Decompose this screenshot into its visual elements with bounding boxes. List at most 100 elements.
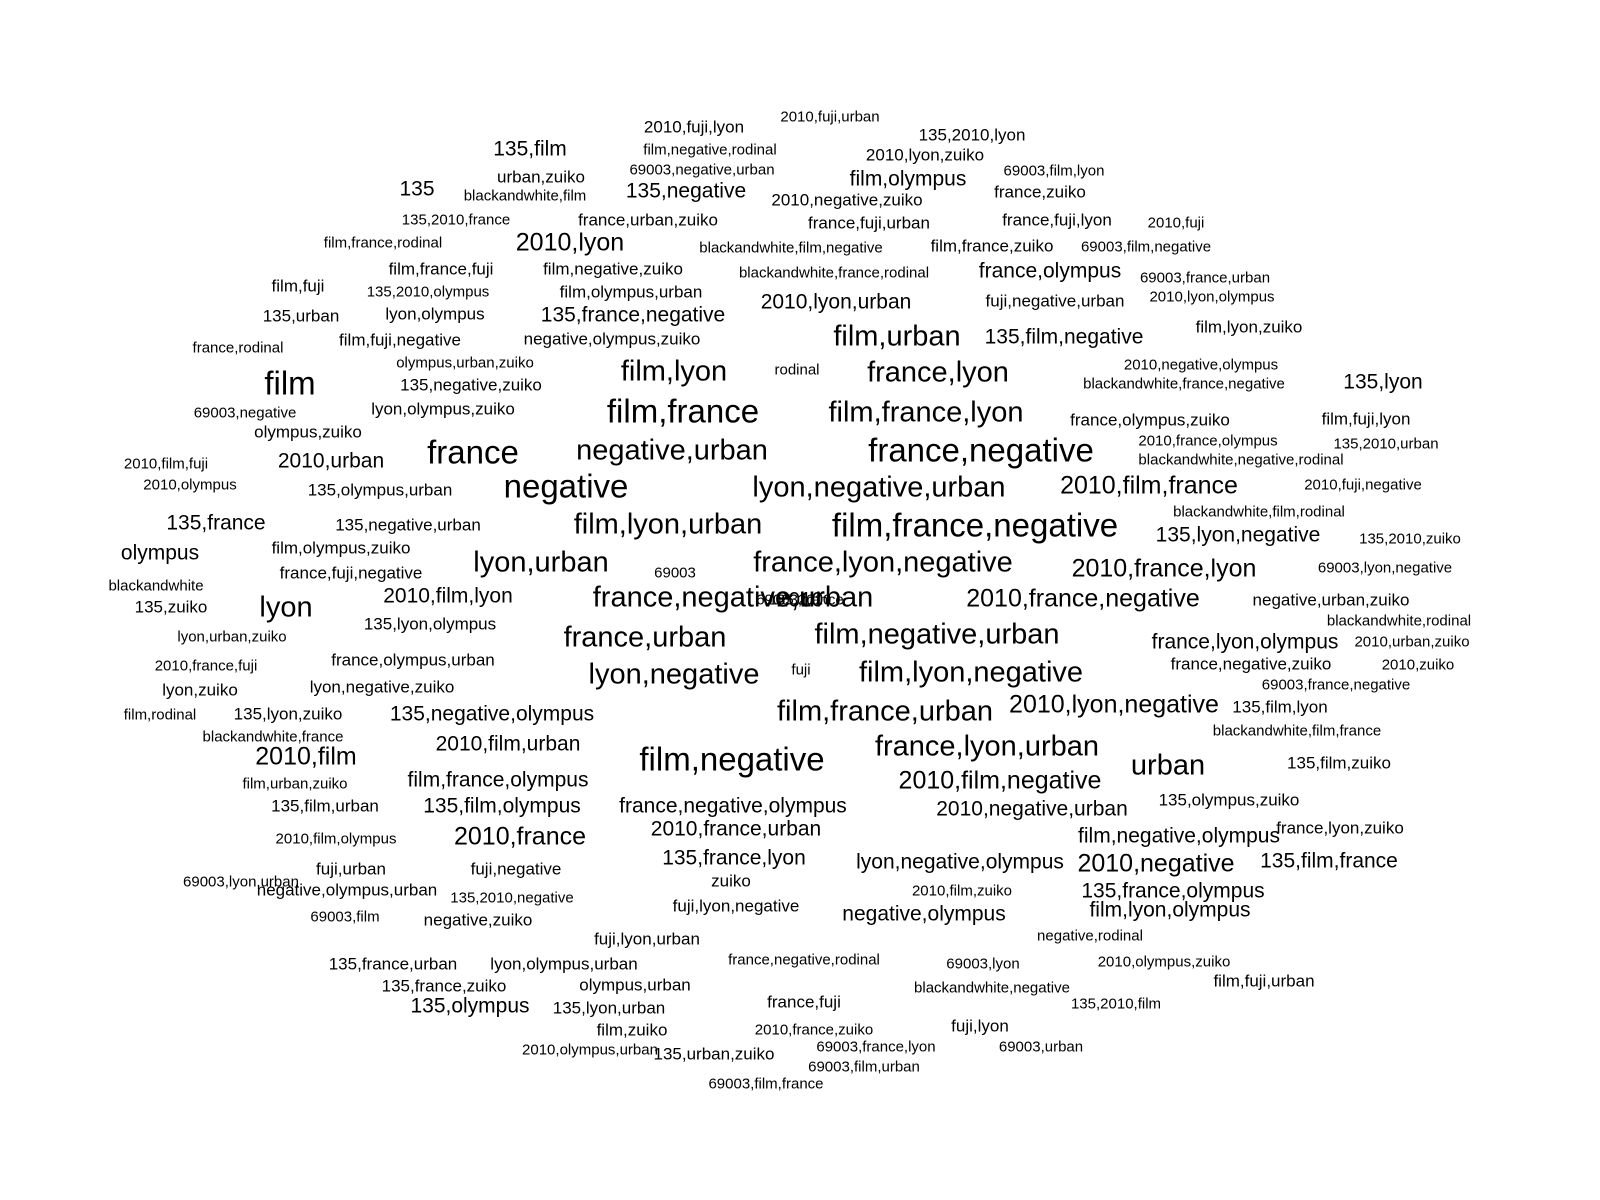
- cloud-word: lyon,negative: [588, 658, 760, 691]
- cloud-word: film,negative,urban: [814, 618, 1060, 651]
- cloud-word: 2010,lyon,urban: [760, 290, 912, 314]
- cloud-word: 135,film,france: [1260, 849, 1398, 873]
- cloud-word: 2010,olympus,zuiko: [1097, 953, 1231, 971]
- cloud-word: lyon,olympus,urban: [490, 954, 638, 974]
- cloud-word: film,lyon,urban: [573, 508, 763, 541]
- cloud-word: 2010,france,lyon: [1071, 554, 1257, 583]
- cloud-word: 69003,lyon: [946, 955, 1020, 973]
- cloud-word: france,olympus,urban: [331, 650, 495, 670]
- cloud-word: film,negative,zuiko: [543, 259, 683, 279]
- cloud-word: 2010,negative,urban: [936, 797, 1128, 821]
- cloud-word: france,urban: [563, 621, 727, 654]
- cloud-word: 2010,film,france: [1060, 471, 1238, 500]
- cloud-word: 135,france,zuiko: [381, 976, 507, 996]
- cloud-word: film,france,olympus: [407, 768, 589, 792]
- cloud-word: blackandwhite,film,rodinal: [1173, 503, 1345, 521]
- cloud-word: france,negative,urban: [592, 581, 874, 614]
- cloud-word: 69003,lyon,negative: [1317, 559, 1453, 577]
- cloud-word: zuiko: [711, 871, 751, 891]
- cloud-word: france,fuji,urban: [808, 213, 930, 233]
- cloud-word: film: [264, 364, 316, 402]
- cloud-word: fuji,urban: [316, 859, 386, 879]
- cloud-word: negative: [503, 467, 629, 505]
- cloud-word: 2010,urban,zuiko: [1354, 633, 1470, 651]
- cloud-word: 69003,film,lyon: [1003, 162, 1105, 180]
- cloud-word: france,zuiko: [994, 182, 1086, 202]
- cloud-word: rodinal: [774, 361, 820, 379]
- cloud-word: 135,lyon,negative: [1155, 523, 1321, 547]
- cloud-word: 135,france,negative: [540, 303, 726, 327]
- cloud-word: 2010,film,negative: [898, 766, 1102, 795]
- cloud-word: 2010,film,fuji: [123, 455, 209, 473]
- cloud-word: negative,olympus: [842, 902, 1006, 926]
- cloud-word: 69003,urban: [998, 1038, 1084, 1056]
- cloud-word: film,france,lyon: [828, 396, 1024, 429]
- cloud-word: 135,2010: [768, 591, 832, 609]
- cloud-word: 135,olympus: [410, 994, 530, 1018]
- cloud-word: blackandwhite,france: [202, 728, 344, 746]
- cloud-word: france: [427, 433, 519, 471]
- cloud-word: 2010,france,fuji: [154, 657, 258, 675]
- cloud-word: 69003,film,urban: [808, 1058, 920, 1076]
- cloud-word: 135,france,olympus: [1081, 879, 1265, 903]
- cloud-word: 135,olympus,urban: [307, 480, 453, 500]
- cloud-word: 135,lyon,olympus: [363, 614, 497, 634]
- cloud-word: blackandwhite,negative: [914, 979, 1070, 997]
- cloud-word: film,negative,rodinal: [643, 141, 777, 159]
- cloud-word: 135,lyon,zuiko: [233, 704, 343, 724]
- cloud-word: negative,olympus,zuiko: [523, 329, 701, 349]
- cloud-word: 135,france: [166, 511, 266, 535]
- cloud-word: film,lyon,negative: [858, 656, 1084, 689]
- cloud-word: blackandwhite: [108, 577, 204, 595]
- cloud-word: 135,2010,lyon: [918, 125, 1026, 145]
- cloud-word: film,negative: [639, 740, 825, 778]
- cloud-word: france,fuji,lyon: [1002, 210, 1112, 230]
- cloud-word: 135,film,urban: [271, 796, 379, 816]
- cloud-word: 135,2010,olympus: [366, 283, 490, 301]
- cloud-word: 69003,france: [756, 591, 844, 609]
- cloud-word: urban: [1130, 749, 1206, 782]
- cloud-word: film,olympus: [849, 167, 967, 191]
- cloud-word: 2010: [776, 588, 824, 612]
- cloud-word: film,rodinal: [123, 706, 197, 724]
- cloud-word: 2010,negative: [1077, 849, 1235, 878]
- cloud-word: france,fuji,negative: [279, 563, 423, 583]
- cloud-word: negative,urban: [576, 434, 768, 467]
- cloud-word: lyon: [259, 591, 313, 624]
- cloud-word: 2010,negative,zuiko: [771, 190, 923, 210]
- cloud-word: blackandwhite,rodinal: [1326, 612, 1472, 630]
- cloud-word: 135,2010,film: [1070, 995, 1162, 1013]
- cloud-word: france,olympus: [978, 259, 1122, 283]
- cloud-word: fuji: [791, 661, 811, 679]
- cloud-word: 2010,olympus: [143, 476, 237, 494]
- cloud-word: 135: [399, 177, 435, 201]
- cloud-word: 2010,france,zuiko: [754, 1021, 874, 1039]
- cloud-word: olympus: [120, 541, 200, 565]
- cloud-word: france,lyon,urban: [874, 730, 1100, 763]
- cloud-word: 135,olympus,zuiko: [1158, 790, 1300, 810]
- cloud-word: 135,film,zuiko: [1287, 753, 1391, 773]
- cloud-word: france,lyon,zuiko: [1276, 818, 1404, 838]
- cloud-word: 69003,france,urban: [1139, 269, 1271, 287]
- cloud-word: lyon,olympus: [385, 304, 485, 324]
- cloud-word: fuji,lyon,negative: [672, 896, 800, 916]
- cloud-word: 2010,zuiko: [1381, 656, 1455, 674]
- cloud-word: film,france,zuiko: [930, 236, 1054, 256]
- cloud-word: 2010,france: [453, 822, 587, 851]
- cloud-word: lyon,negative,zuiko: [309, 677, 455, 697]
- cloud-word: 135,2010,france: [401, 211, 511, 229]
- cloud-word: 135,film,negative: [984, 325, 1144, 349]
- cloud-word: 135,negative,zuiko: [400, 375, 542, 395]
- cloud-word: lyon,urban: [473, 546, 609, 579]
- cloud-word: 135,film,lyon: [1232, 697, 1328, 717]
- cloud-word: 69003,film: [310, 908, 380, 926]
- cloud-word: lyon,urban,zuiko: [177, 628, 287, 646]
- cloud-word: 2010,france,urban: [650, 817, 822, 841]
- cloud-word: 135,lyon: [1343, 370, 1423, 394]
- cloud-word: 69003,france,negative: [1261, 676, 1411, 694]
- cloud-word: fuji,negative: [470, 859, 562, 879]
- cloud-word: france,rodinal: [192, 339, 284, 357]
- cloud-word: france,lyon,negative: [753, 546, 1013, 579]
- cloud-word: france,negative,zuiko: [1170, 654, 1332, 674]
